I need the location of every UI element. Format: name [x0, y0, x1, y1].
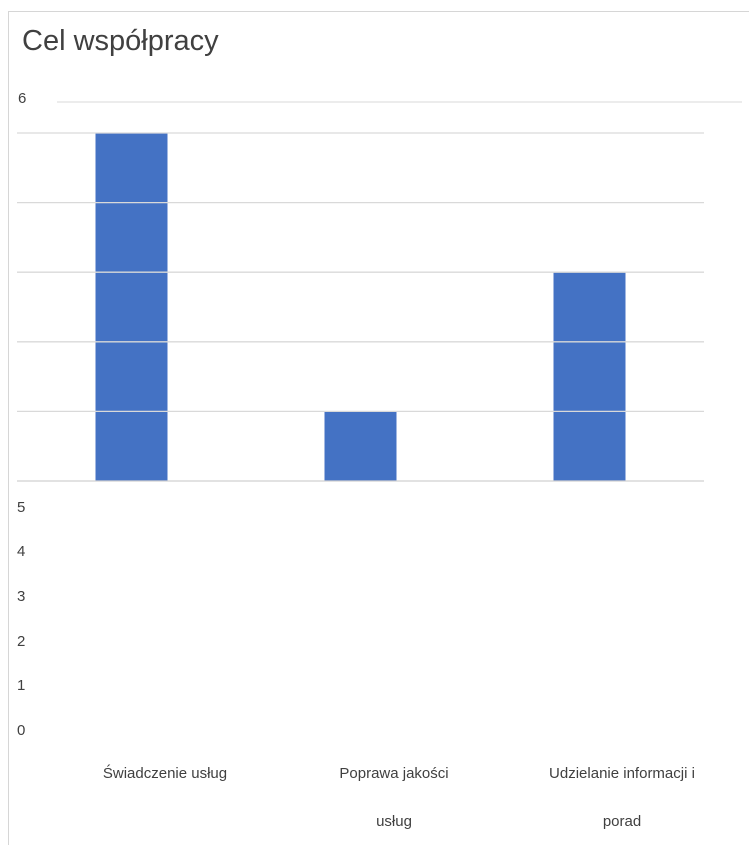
- y-tick-label-3: 3: [17, 588, 26, 605]
- y-tick-label-1: 1: [17, 677, 26, 694]
- bar-1: [324, 411, 397, 481]
- frame-border-left: [8, 11, 9, 845]
- y-tick-label-2: 2: [17, 633, 26, 650]
- y-tick-label-4: 4: [17, 543, 26, 560]
- y-tick-label-0: 0: [17, 722, 26, 739]
- bar-0: [95, 133, 168, 481]
- category-label-2-line-0: Udzielanie informacji i: [549, 765, 695, 782]
- category-label-0-line-0: Świadczenie usług: [102, 765, 228, 782]
- y-tick-label-5: 5: [17, 499, 26, 516]
- category-label-1-line-1: usług: [376, 813, 412, 830]
- y-tick-label-top: 6: [18, 90, 27, 107]
- bar-2: [553, 272, 626, 481]
- frame-border-top: [8, 11, 749, 12]
- category-label-2-line-1: porad: [602, 813, 642, 830]
- chart-title: Cel współpracy: [22, 25, 219, 57]
- category-label-1-line-0: Poprawa jakości: [339, 765, 449, 782]
